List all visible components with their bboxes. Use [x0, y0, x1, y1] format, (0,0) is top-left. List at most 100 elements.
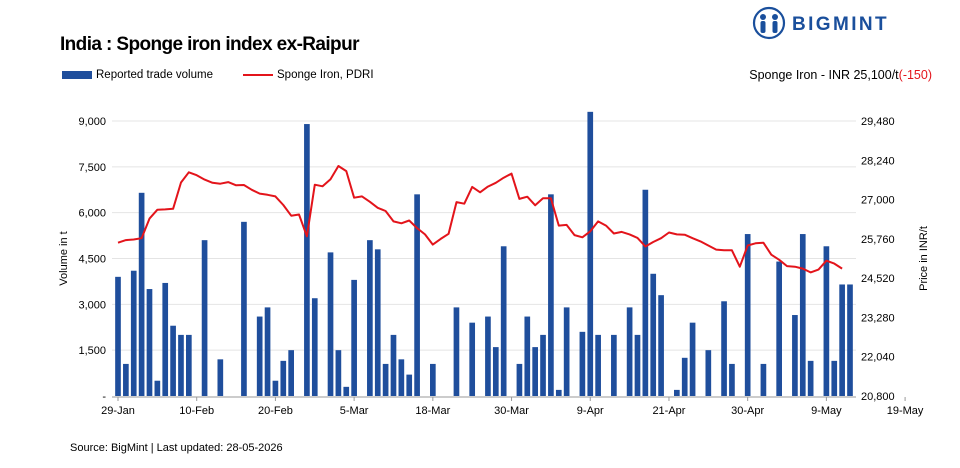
x-tick-label: 18-Mar — [415, 405, 450, 417]
volume-bar — [130, 270, 137, 396]
price-line-group — [117, 165, 843, 274]
x-tick-label: 21-Apr — [652, 405, 685, 417]
volume-bars — [115, 111, 853, 397]
volume-bar — [123, 363, 129, 396]
volume-bar — [178, 334, 184, 396]
chart-title: India : Sponge iron index ex-Raipur — [60, 34, 359, 55]
legend-swatch-line — [243, 73, 273, 76]
volume-bar — [540, 334, 546, 396]
axes: - 1,500 3,000 4,500 6,000 7,500 9,000 20,800 22,… — [58, 116, 930, 417]
volume-bar — [162, 282, 169, 396]
volume-bar — [406, 374, 413, 396]
price-note: Sponge Iron - INR 25,100/t(-150) — [749, 68, 932, 82]
y-right-tick-label: 23,280 — [861, 312, 895, 324]
x-tick-label: 9-May — [811, 405, 842, 417]
volume-bar — [374, 249, 381, 396]
volume-bar — [847, 284, 853, 396]
y-left-tick-label: 4,500 — [78, 254, 106, 266]
y-left-tick-label: - — [102, 391, 106, 403]
y-left-tick-label: 9,000 — [78, 116, 106, 128]
volume-bar — [288, 350, 294, 396]
volume-bar — [626, 307, 633, 396]
volume-bar — [367, 240, 373, 396]
volume-bar — [658, 295, 664, 396]
x-tick-label: 30-Mar — [494, 405, 529, 417]
volume-bar — [453, 307, 460, 396]
volume-bar — [563, 307, 570, 396]
legend-item-volume: Reported trade volume — [62, 69, 213, 81]
x-tick-label: 19-May — [887, 405, 924, 417]
y-right-tick-label: 25,760 — [861, 234, 895, 246]
volume-bar — [792, 315, 798, 396]
y-left-tick-label: 1,500 — [78, 345, 106, 357]
volume-bar — [579, 331, 586, 396]
price-note-label: Sponge Iron - INR 25,100/t — [749, 68, 899, 82]
volume-bar — [335, 350, 342, 396]
volume-bar — [264, 307, 271, 396]
volume-bar — [532, 347, 538, 396]
volume-bar — [311, 298, 318, 396]
volume-bar — [186, 334, 192, 396]
x-tick-label: 5-Mar — [340, 405, 369, 417]
volume-bar — [642, 189, 649, 396]
brand-name: BIGMINT — [792, 14, 890, 35]
source-note: Source: BigMint | Last updated: 28-05-20… — [70, 442, 283, 454]
y-left-tick-label: 3,000 — [78, 299, 106, 311]
x-tick-label: 20-Feb — [258, 405, 293, 417]
volume-bar — [414, 194, 420, 396]
volume-bar — [831, 360, 838, 396]
y-right-axis-title: Price in INR/t — [918, 226, 930, 291]
legend-swatch-bar — [62, 70, 92, 79]
volume-bar — [555, 389, 562, 396]
y-left-tick-label: 6,000 — [78, 208, 106, 220]
x-tick-label: 9-Apr — [577, 405, 604, 417]
volume-bar — [776, 261, 782, 396]
volume-bar — [390, 334, 397, 396]
volume-bar — [807, 360, 814, 396]
volume-bar — [634, 334, 641, 396]
volume-bar — [524, 316, 531, 396]
legend-label-volume: Reported trade volume — [96, 69, 213, 81]
volume-bar — [595, 334, 601, 396]
volume-bar — [587, 111, 594, 396]
volume-bar — [280, 360, 287, 396]
x-tick-label: 10-Feb — [179, 405, 214, 417]
legend-label-price: Sponge Iron, PDRI — [277, 69, 374, 81]
y-right-tick-label: 29,480 — [861, 116, 895, 128]
volume-bar — [721, 301, 727, 396]
volume-bar — [241, 221, 247, 396]
volume-bar — [327, 252, 334, 396]
volume-bar — [650, 273, 657, 396]
volume-bar — [689, 322, 696, 396]
volume-bar — [398, 359, 405, 396]
volume-bar — [154, 380, 161, 396]
legend-item-price: Sponge Iron, PDRI — [243, 69, 374, 81]
x-tick-label: 29-Jan — [101, 405, 135, 417]
volume-bar — [256, 316, 263, 396]
gridlines — [112, 120, 856, 351]
volume-bar — [799, 234, 806, 396]
volume-bar — [201, 240, 208, 396]
y-right-tick-label: 22,040 — [861, 352, 895, 364]
volume-bar — [304, 124, 310, 397]
volume-bar — [217, 359, 224, 396]
volume-bar — [469, 322, 476, 396]
volume-bar — [705, 350, 712, 396]
y-left-tick-label: 7,500 — [78, 162, 106, 174]
price-note-change: (-150) — [898, 68, 932, 82]
volume-bar — [485, 316, 491, 396]
volume-bar — [351, 279, 357, 396]
y-left-axis-title: Volume in t — [58, 231, 70, 285]
people-globe-icon — [752, 6, 786, 40]
volume-bar — [492, 347, 499, 396]
y-right-tick-label: 28,240 — [861, 155, 895, 167]
volume-bar — [170, 325, 176, 396]
volume-bar — [343, 386, 350, 396]
volume-bar — [548, 194, 554, 396]
volume-bar — [823, 246, 830, 396]
volume-bar — [516, 363, 523, 396]
volume-bar — [146, 289, 153, 396]
bigmint-logo: BIGMINT — [752, 6, 922, 40]
volume-bar — [138, 192, 145, 396]
